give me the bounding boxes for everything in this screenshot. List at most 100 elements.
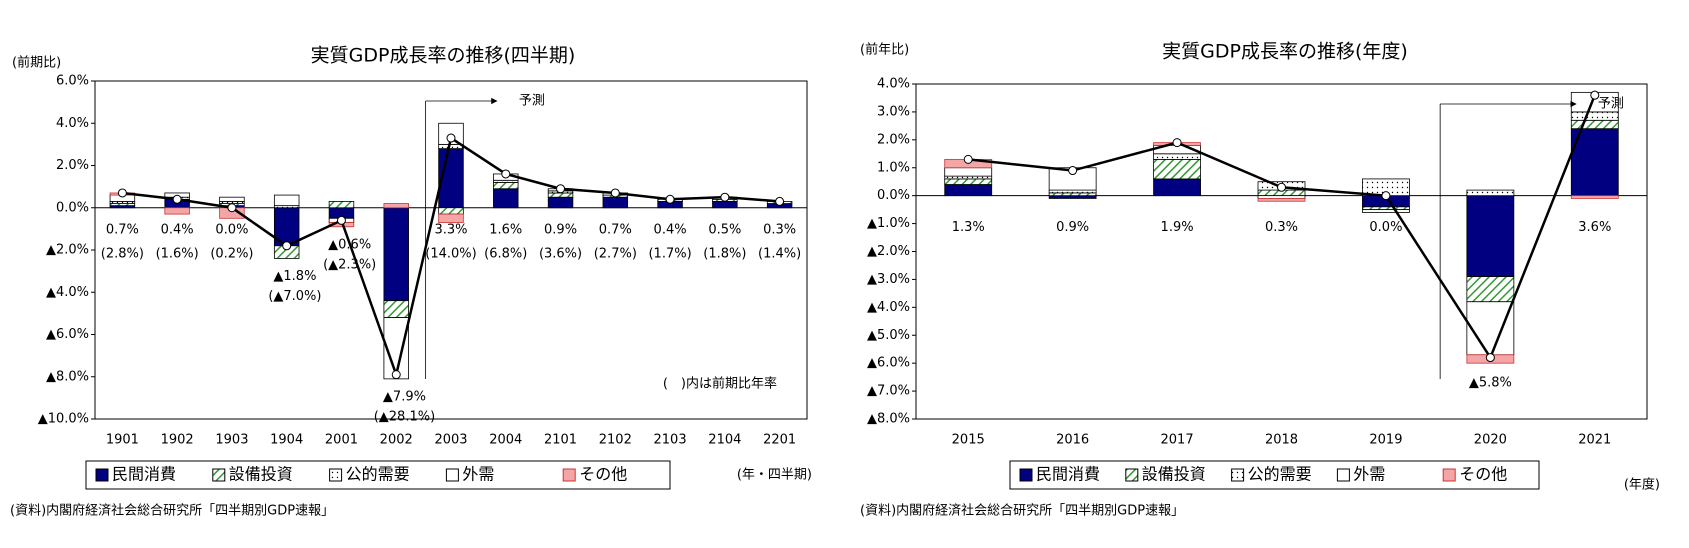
chart-title: 実質GDP成長率の推移(四半期) (311, 45, 576, 67)
y-tick-label: 1.0% (877, 160, 910, 175)
bar-segment (438, 207, 464, 215)
bar-segment (383, 203, 409, 209)
bar-segment (1362, 206, 1410, 211)
x-tick-label: 2018 (1265, 433, 1298, 448)
bar-segment (328, 201, 355, 209)
forecast-label: 予測 (519, 94, 545, 109)
line-marker (501, 169, 511, 179)
x-tick-label: 1901 (106, 433, 139, 448)
x-tick-label: 2104 (708, 433, 741, 448)
value-label: ▲0.6% (328, 237, 371, 252)
x-axis-label: (年度) (1624, 477, 1660, 493)
x-tick-label: 2001 (325, 433, 358, 448)
annualized-label: (0.2%) (210, 246, 253, 261)
y-tick-label: ▲10.0% (38, 412, 89, 427)
annualized-label: (2.7%) (594, 246, 637, 261)
bar-segment (1153, 158, 1201, 180)
legend-label: 外需 (462, 465, 494, 484)
bar-segment (1570, 195, 1619, 199)
plot-area (915, 83, 1648, 420)
annualized-label: (1.4%) (758, 246, 801, 261)
y-tick-label: 0.0% (877, 188, 910, 203)
x-tick-label: 1904 (270, 433, 303, 448)
annualized-label: (▲7.0%) (268, 289, 321, 304)
bar-segment (547, 192, 574, 198)
legend-label: 民間消費 (112, 465, 176, 484)
y-tick-label: ▲2.0% (46, 243, 89, 258)
y-tick-label: 4.0% (56, 116, 89, 131)
value-label: ▲1.8% (273, 269, 316, 284)
annualized-label: (▲2.3%) (323, 257, 376, 272)
x-tick-label: 2015 (952, 433, 985, 448)
bar-segment (1466, 276, 1515, 303)
line-marker (282, 241, 292, 251)
legend-label: 公的需要 (346, 465, 410, 484)
value-label: 0.0% (215, 222, 248, 237)
bar-segment (1048, 189, 1097, 194)
y-tick-label: 2.0% (877, 132, 910, 147)
legend-label: 設備投資 (229, 465, 293, 484)
line-marker (720, 192, 730, 202)
line-marker (172, 194, 182, 204)
x-axis-label: (年・四半期) (737, 468, 812, 483)
annualized-label: (▲28.1%) (374, 409, 435, 424)
legend-swatch (562, 468, 576, 482)
legend-swatch (1019, 468, 1033, 482)
bar-segment (547, 196, 574, 209)
value-label: 0.4% (654, 222, 687, 237)
bar-segment (712, 201, 738, 209)
value-label: 0.5% (708, 222, 741, 237)
y-tick-label: ▲5.0% (867, 328, 910, 343)
y-tick-label: ▲8.0% (46, 369, 89, 384)
line-marker (1485, 353, 1495, 363)
legend-label: 公的需要 (1248, 465, 1312, 484)
line-marker (227, 203, 237, 213)
forecast-label: 予測 (1598, 97, 1624, 112)
x-tick-label: 2019 (1369, 433, 1402, 448)
line-marker (446, 133, 456, 143)
bar-segment (944, 175, 993, 180)
legend-swatch (329, 468, 343, 482)
bar-segment (944, 178, 993, 185)
chart: 実質GDP成長率の推移(四半期) (前期比) (年・四半期) (資料)内閣府経済社会総… (10, 45, 812, 519)
legend-label: 民間消費 (1036, 465, 1100, 484)
line-marker (775, 196, 785, 206)
legend-label: その他 (1459, 465, 1507, 484)
bar-segment (1466, 195, 1515, 278)
bar-segment (383, 207, 409, 302)
value-label: 0.3% (1265, 220, 1298, 235)
value-label: 0.9% (1056, 220, 1089, 235)
y-tick-label: 3.0% (877, 104, 910, 119)
source-note: (資料)内閣府経済社会総合研究所「四半期別GDP速報」 (860, 503, 1184, 519)
bar-segment (1257, 195, 1306, 199)
x-tick-label: 2020 (1474, 433, 1507, 448)
y-tick-label: ▲4.0% (867, 300, 910, 315)
bar-segment (493, 188, 519, 209)
line-marker (963, 154, 973, 164)
bar-segment (164, 207, 190, 215)
x-tick-label: 2017 (1161, 433, 1194, 448)
value-label: 0.0% (1369, 220, 1402, 235)
line-marker (117, 188, 127, 198)
y-tick-label: ▲6.0% (867, 356, 910, 371)
legend-label: その他 (579, 465, 627, 484)
legend-swatch (95, 468, 109, 482)
note: ( )内は前期比年率 (663, 376, 777, 392)
x-tick-label: 1902 (161, 433, 194, 448)
y-tick-label: ▲2.0% (867, 244, 910, 259)
legend-label: 設備投資 (1142, 465, 1206, 484)
chart: 実質GDP成長率の推移(年度) (前年比) (年度) (資料)内閣府経済社会総合研究所… (860, 41, 1660, 519)
x-tick-label: 2021 (1578, 433, 1611, 448)
x-tick-label: 2002 (380, 433, 413, 448)
bar-segment (944, 167, 993, 177)
line-marker (1590, 90, 1600, 100)
line-marker (1381, 191, 1391, 201)
legend-swatch (1442, 468, 1456, 482)
line-marker (336, 215, 346, 225)
value-label: ▲7.9% (383, 389, 426, 404)
annualized-label: (1.6%) (156, 246, 199, 261)
line-marker (1068, 166, 1078, 176)
value-label: 0.9% (544, 222, 577, 237)
line-marker (1277, 182, 1286, 192)
